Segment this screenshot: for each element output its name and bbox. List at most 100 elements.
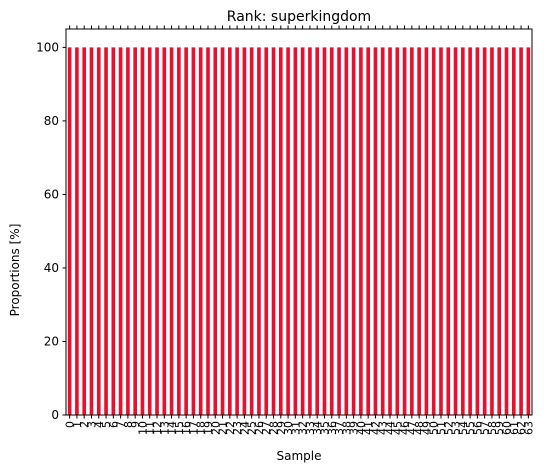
x-tick-label: 32 — [297, 421, 310, 435]
bar — [519, 47, 523, 415]
bar — [344, 47, 349, 415]
y-tick-label: 100 — [36, 40, 59, 54]
x-tick-label: 24 — [238, 421, 251, 435]
x-tick-label: 19 — [202, 421, 215, 435]
x-tick-label: 9 — [129, 421, 142, 428]
bar — [337, 47, 341, 415]
bar — [213, 47, 218, 415]
bar — [147, 47, 152, 415]
x-tick-label: 2 — [78, 421, 91, 428]
x-tick-label: 23 — [231, 421, 244, 435]
x-tick-label: 49 — [420, 421, 433, 435]
x-tick-label: 18 — [195, 421, 208, 435]
bar — [184, 47, 188, 415]
x-tick-label: 42 — [369, 421, 382, 435]
bar — [526, 47, 531, 415]
bar — [169, 47, 174, 415]
bar — [162, 47, 167, 415]
x-tick-label: 22 — [224, 421, 237, 435]
bar — [75, 47, 79, 415]
bar — [111, 47, 116, 415]
x-tick-label: 12 — [151, 421, 164, 435]
x-tick-label: 60 — [501, 421, 514, 435]
x-tick-label: 4 — [93, 421, 106, 428]
x-tick-label: 3 — [85, 421, 98, 428]
x-tick-label: 5 — [100, 421, 113, 428]
x-tick-label: 6 — [107, 421, 120, 428]
x-tick-label: 16 — [180, 421, 193, 435]
x-tick-label: 33 — [304, 421, 317, 435]
x-tick-label: 1 — [71, 421, 84, 428]
bar — [177, 47, 181, 415]
bar — [453, 47, 458, 415]
bar — [351, 47, 356, 415]
x-tick-label: 47 — [406, 421, 419, 435]
x-tick-label: 13 — [158, 421, 171, 435]
y-tick-label: 20 — [44, 334, 59, 348]
bar — [511, 47, 516, 415]
y-tick-label: 60 — [44, 187, 59, 201]
x-tick-label: 0 — [64, 421, 77, 428]
bar — [329, 47, 334, 415]
bar — [366, 47, 370, 415]
bar — [439, 47, 443, 415]
bar — [140, 47, 145, 415]
bar — [380, 47, 385, 415]
bar — [264, 47, 269, 415]
x-tick-label: 51 — [435, 421, 448, 435]
x-tick-label: 40 — [355, 421, 368, 435]
x-tick-label: 58 — [486, 421, 499, 435]
bar — [133, 47, 137, 415]
bar — [504, 47, 509, 415]
x-tick-label: 17 — [187, 421, 200, 435]
x-tick-label: 10 — [136, 421, 149, 435]
x-tick-label: 48 — [413, 421, 426, 435]
bar — [497, 47, 502, 415]
bar — [191, 47, 196, 415]
x-tick-label: 50 — [428, 421, 441, 435]
x-tick-label: 11 — [144, 421, 157, 435]
bar — [104, 47, 108, 415]
x-tick-label: 63 — [522, 421, 535, 435]
x-tick-label: 54 — [457, 421, 470, 435]
x-tick-label: 7 — [115, 421, 128, 428]
x-tick-label: 26 — [253, 421, 266, 435]
bar — [249, 47, 254, 415]
x-tick-label: 44 — [384, 421, 397, 435]
x-tick-label: 28 — [268, 421, 281, 435]
bar — [388, 47, 392, 415]
x-tick-label: 55 — [464, 421, 477, 435]
bar — [67, 47, 72, 415]
x-tick-label: 38 — [340, 421, 353, 435]
bar — [461, 47, 465, 415]
bar — [417, 47, 421, 415]
x-tick-label: 61 — [508, 421, 521, 435]
x-tick-label: 59 — [493, 421, 506, 435]
bar — [446, 47, 451, 415]
bar — [402, 47, 407, 415]
x-tick-label: 41 — [362, 421, 375, 435]
bar — [235, 47, 239, 415]
y-tick-label: 0 — [51, 408, 59, 422]
x-tick-label: 57 — [479, 421, 492, 435]
bar — [242, 47, 247, 415]
bar — [126, 47, 130, 415]
x-axis-ticks: 0123456789101112131415161718192021222324… — [64, 25, 535, 435]
x-tick-label: 53 — [450, 421, 463, 435]
bar — [206, 47, 210, 415]
x-axis-label: Sample — [277, 449, 322, 463]
bar — [198, 47, 203, 415]
bar-series — [67, 47, 531, 415]
bar — [373, 47, 378, 415]
y-tick-label: 40 — [44, 261, 59, 275]
x-tick-label: 15 — [173, 421, 186, 435]
bar — [482, 47, 487, 415]
x-tick-label: 62 — [515, 421, 528, 435]
bar — [96, 47, 101, 415]
bar — [257, 47, 261, 415]
x-tick-label: 56 — [471, 421, 484, 435]
chart-title: Rank: superkingdom — [227, 9, 371, 25]
x-tick-label: 36 — [326, 421, 339, 435]
x-tick-label: 31 — [289, 421, 302, 435]
x-tick-label: 34 — [311, 421, 324, 435]
